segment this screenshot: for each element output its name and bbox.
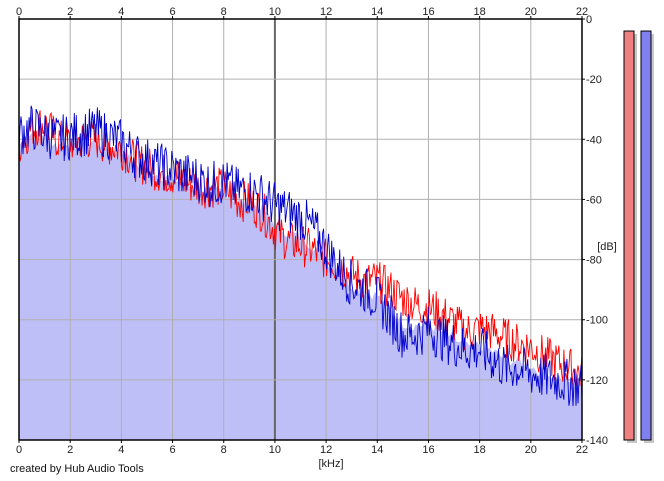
level-meter-1 — [640, 30, 652, 441]
y-tick-5: -100 — [586, 315, 608, 327]
x-tick-top-4: 8 — [221, 6, 227, 18]
x-tick-bottom-11: 22 — [576, 444, 588, 456]
level-meter-0 — [623, 30, 635, 441]
x-tick-bottom-8: 16 — [422, 444, 434, 456]
x-tick-top-1: 2 — [67, 6, 73, 18]
x-tick-bottom-4: 8 — [221, 444, 227, 456]
x-tick-top-5: 10 — [269, 6, 281, 18]
x-tick-top-8: 16 — [422, 6, 434, 18]
y-tick-3: -60 — [586, 194, 602, 206]
y-tick-0: 0 — [586, 14, 592, 26]
spectrum-area-layer — [19, 129, 582, 441]
x-tick-top-3: 6 — [169, 6, 175, 18]
x-tick-bottom-10: 20 — [525, 444, 537, 456]
y-axis-label: [dB] — [597, 241, 617, 253]
series-layer — [18, 105, 583, 407]
tick-label-layer: 002244668810101212141416161818202022220-… — [16, 6, 608, 456]
x-axis-label: [kHz] — [318, 458, 343, 470]
y-tick-4: -80 — [586, 255, 602, 267]
x-tick-top-11: 22 — [576, 6, 588, 18]
x-tick-bottom-3: 6 — [169, 444, 175, 456]
y-tick-7: -140 — [586, 435, 608, 447]
x-tick-bottom-7: 14 — [371, 444, 383, 456]
x-tick-bottom-5: 10 — [269, 444, 281, 456]
x-tick-top-2: 4 — [118, 6, 124, 18]
y-tick-1: -20 — [586, 74, 602, 86]
x-tick-bottom-2: 4 — [118, 444, 124, 456]
y-tick-2: -40 — [586, 134, 602, 146]
series-line-0 — [18, 110, 583, 390]
x-tick-top-7: 14 — [371, 6, 383, 18]
x-tick-top-0: 0 — [16, 6, 22, 18]
plot-frame — [18, 18, 583, 441]
credit-text: created by Hub Audio Tools — [10, 463, 144, 475]
x-tick-bottom-0: 0 — [16, 444, 22, 456]
x-tick-bottom-1: 2 — [67, 444, 73, 456]
series-line-1 — [18, 105, 583, 407]
x-tick-bottom-6: 12 — [320, 444, 332, 456]
level-meters — [623, 30, 654, 444]
x-tick-top-10: 20 — [525, 6, 537, 18]
x-tick-bottom-9: 18 — [474, 444, 486, 456]
x-tick-top-6: 12 — [320, 6, 332, 18]
x-tick-top-9: 18 — [474, 6, 486, 18]
y-tick-6: -120 — [586, 375, 608, 387]
spectrum-area-fill — [19, 129, 582, 441]
